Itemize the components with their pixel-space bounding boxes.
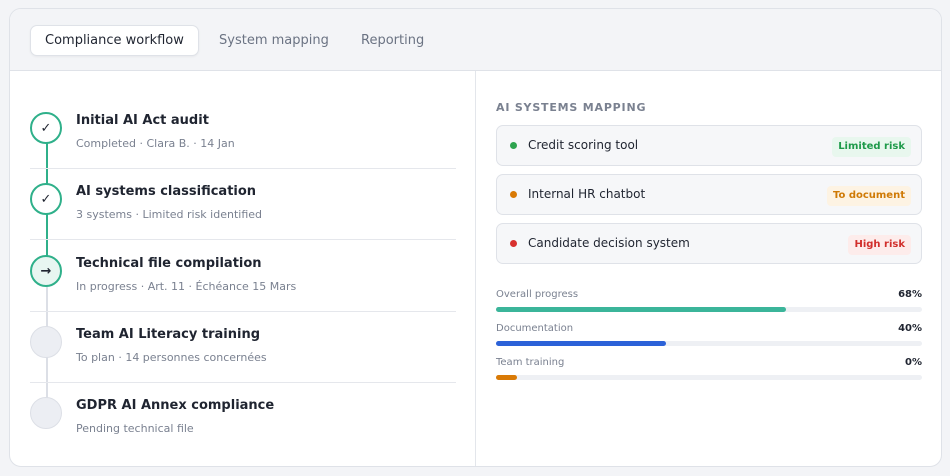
step-title: AI systems classification	[76, 184, 257, 199]
system-name: Candidate decision system	[528, 236, 690, 250]
step-subtitle: In progress · Art. 11 · Échéance 15 Mars	[76, 280, 297, 293]
step-subtitle: To plan · 14 personnes concernées	[76, 351, 267, 364]
system-name: Internal HR chatbot	[528, 187, 646, 201]
section-title: AI SYSTEMS MAPPING	[496, 101, 647, 114]
risk-badge: High risk	[848, 235, 911, 255]
check-icon: ✓	[30, 183, 62, 215]
system-name: Credit scoring tool	[528, 138, 639, 152]
system-row[interactable]: Internal HR chatbot To document	[496, 174, 922, 215]
workflow-step[interactable]: Team AI Literacy training To plan · 14 p…	[30, 312, 456, 383]
workflow-step[interactable]: → Technical file compilation In progress…	[30, 241, 456, 312]
workflow-step[interactable]: GDPR AI Annex compliance Pending technic…	[30, 383, 456, 454]
tab-bar: Compliance workflow System mapping Repor…	[10, 9, 941, 71]
risk-badge: To document	[826, 186, 911, 206]
step-title: Initial AI Act audit	[76, 113, 209, 128]
system-row[interactable]: Credit scoring tool Limited risk	[496, 125, 922, 166]
workflow-step[interactable]: ✓ Initial AI Act audit Completed · Clara…	[30, 98, 456, 169]
system-row[interactable]: Candidate decision system High risk	[496, 223, 922, 264]
status-dot-icon	[510, 191, 517, 198]
check-icon: ✓	[30, 112, 62, 144]
progress-track	[496, 307, 922, 312]
tab-reporting[interactable]: Reporting	[361, 33, 425, 48]
risk-badge: Limited risk	[832, 137, 911, 157]
progress-track	[496, 375, 922, 380]
workflow-panel: ✓ Initial AI Act audit Completed · Clara…	[10, 71, 476, 466]
progress-label: Documentation	[496, 323, 574, 334]
compliance-card: Compliance workflow System mapping Repor…	[9, 8, 942, 467]
status-dot-icon	[510, 142, 517, 149]
progress-label: Overall progress	[496, 289, 579, 300]
progress-value: 68%	[898, 289, 922, 300]
step-title: Team AI Literacy training	[76, 327, 261, 342]
pending-circle-icon	[30, 326, 62, 358]
step-title: GDPR AI Annex compliance	[76, 398, 275, 413]
step-subtitle: Pending technical file	[76, 422, 194, 435]
step-subtitle: 3 systems · Limited risk identified	[76, 208, 263, 221]
step-title: Technical file compilation	[76, 256, 262, 271]
tab-compliance-workflow[interactable]: Compliance workflow	[30, 25, 199, 56]
progress-label: Team training	[496, 357, 565, 368]
mapping-panel: AI SYSTEMS MAPPING Credit scoring tool L…	[476, 71, 941, 466]
arrow-right-icon: →	[30, 255, 62, 287]
progress-value: 0%	[905, 357, 922, 368]
workflow-step[interactable]: ✓ AI systems classification 3 systems · …	[30, 169, 456, 240]
progress-fill	[496, 307, 786, 312]
progress-track	[496, 341, 922, 346]
pending-circle-icon	[30, 397, 62, 429]
progress-value: 40%	[898, 323, 922, 334]
step-subtitle: Completed · Clara B. · 14 Jan	[76, 137, 235, 150]
progress-fill	[496, 341, 667, 346]
status-dot-icon	[510, 240, 517, 247]
progress-fill	[496, 375, 518, 380]
tab-system-mapping[interactable]: System mapping	[219, 33, 329, 48]
